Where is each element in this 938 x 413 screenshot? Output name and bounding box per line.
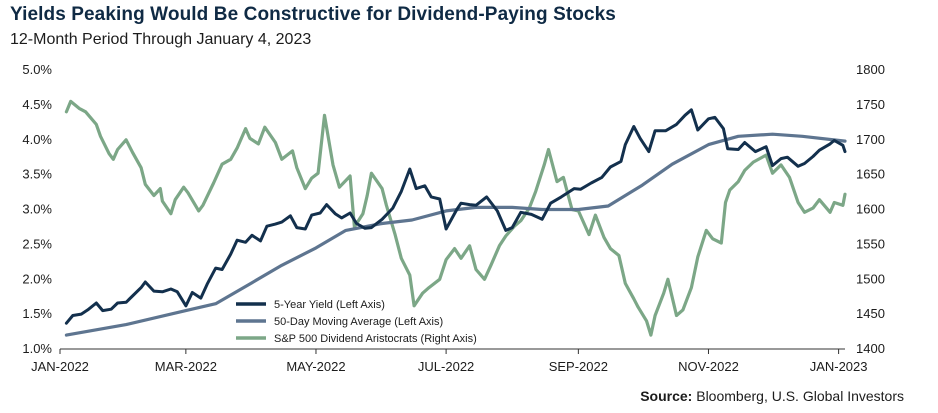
x-tick-label: SEP-2022 xyxy=(549,359,608,374)
chart-subtitle: 12-Month Period Through January 4, 2023 xyxy=(10,31,312,48)
y-right-tick-label: 1700 xyxy=(856,132,885,147)
x-tick-label: MAY-2022 xyxy=(286,359,345,374)
y-axis-right: 1400 1450 1500 1550 1600 1650 1700 1750 1800 xyxy=(856,62,885,356)
y-right-tick-label: 1450 xyxy=(856,306,885,321)
series-line-2 xyxy=(64,99,847,337)
y-left-tick-label: 1.0% xyxy=(22,341,52,356)
y-right-tick-label: 1650 xyxy=(856,167,885,182)
legend-label: S&P 500 Dividend Aristocrats (Right Axis… xyxy=(274,333,477,345)
y-right-tick-label: 1750 xyxy=(856,97,885,112)
x-tick-label: JAN-2023 xyxy=(810,359,868,374)
y-left-tick-label: 4.5% xyxy=(22,97,52,112)
y-left-tick-label: 3.5% xyxy=(22,167,52,182)
y-left-tick-label: 3.0% xyxy=(22,202,52,217)
x-tick-label: MAR-2022 xyxy=(155,359,217,374)
x-tick-label: NOV-2022 xyxy=(678,359,739,374)
x-tick-label: JUL-2022 xyxy=(418,359,474,374)
chart-title: Yields Peaking Would Be Constructive for… xyxy=(10,4,616,25)
series-line-0 xyxy=(64,108,847,325)
series-line-1 xyxy=(64,132,847,337)
legend: 5-Year Yield (Left Axis) 50-Day Moving Av… xyxy=(236,299,477,345)
y-right-tick-label: 1500 xyxy=(856,271,885,286)
y-left-tick-label: 2.5% xyxy=(22,236,52,251)
x-axis: JAN-2022 MAR-2022 MAY-2022 JUL-2022 SEP-2022… xyxy=(31,348,868,374)
legend-label: 5-Year Yield (Left Axis) xyxy=(274,299,385,311)
source-note: Source: Bloomberg, U.S. Global Investors xyxy=(640,388,904,404)
y-left-tick-label: 1.5% xyxy=(22,306,52,321)
x-tick-label: JAN-2022 xyxy=(31,359,89,374)
legend-label: 50-Day Moving Average (Left Axis) xyxy=(274,316,443,328)
y-left-tick-label: 4.0% xyxy=(22,132,52,147)
y-right-tick-label: 1550 xyxy=(856,236,885,251)
y-left-tick-label: 2.0% xyxy=(22,271,52,286)
y-right-tick-label: 1400 xyxy=(856,341,885,356)
source-text: Bloomberg, U.S. Global Investors xyxy=(696,388,904,404)
y-axis-left: 1.0% 1.5% 2.0% 2.5% 3.0% 3.5% 4.0% 4.5% 5.0% xyxy=(22,62,52,356)
y-left-tick-label: 5.0% xyxy=(22,62,52,77)
y-right-tick-label: 1800 xyxy=(856,62,885,77)
source-label: Source: xyxy=(640,388,693,404)
y-right-tick-label: 1600 xyxy=(856,202,885,217)
series-lines xyxy=(64,99,847,337)
